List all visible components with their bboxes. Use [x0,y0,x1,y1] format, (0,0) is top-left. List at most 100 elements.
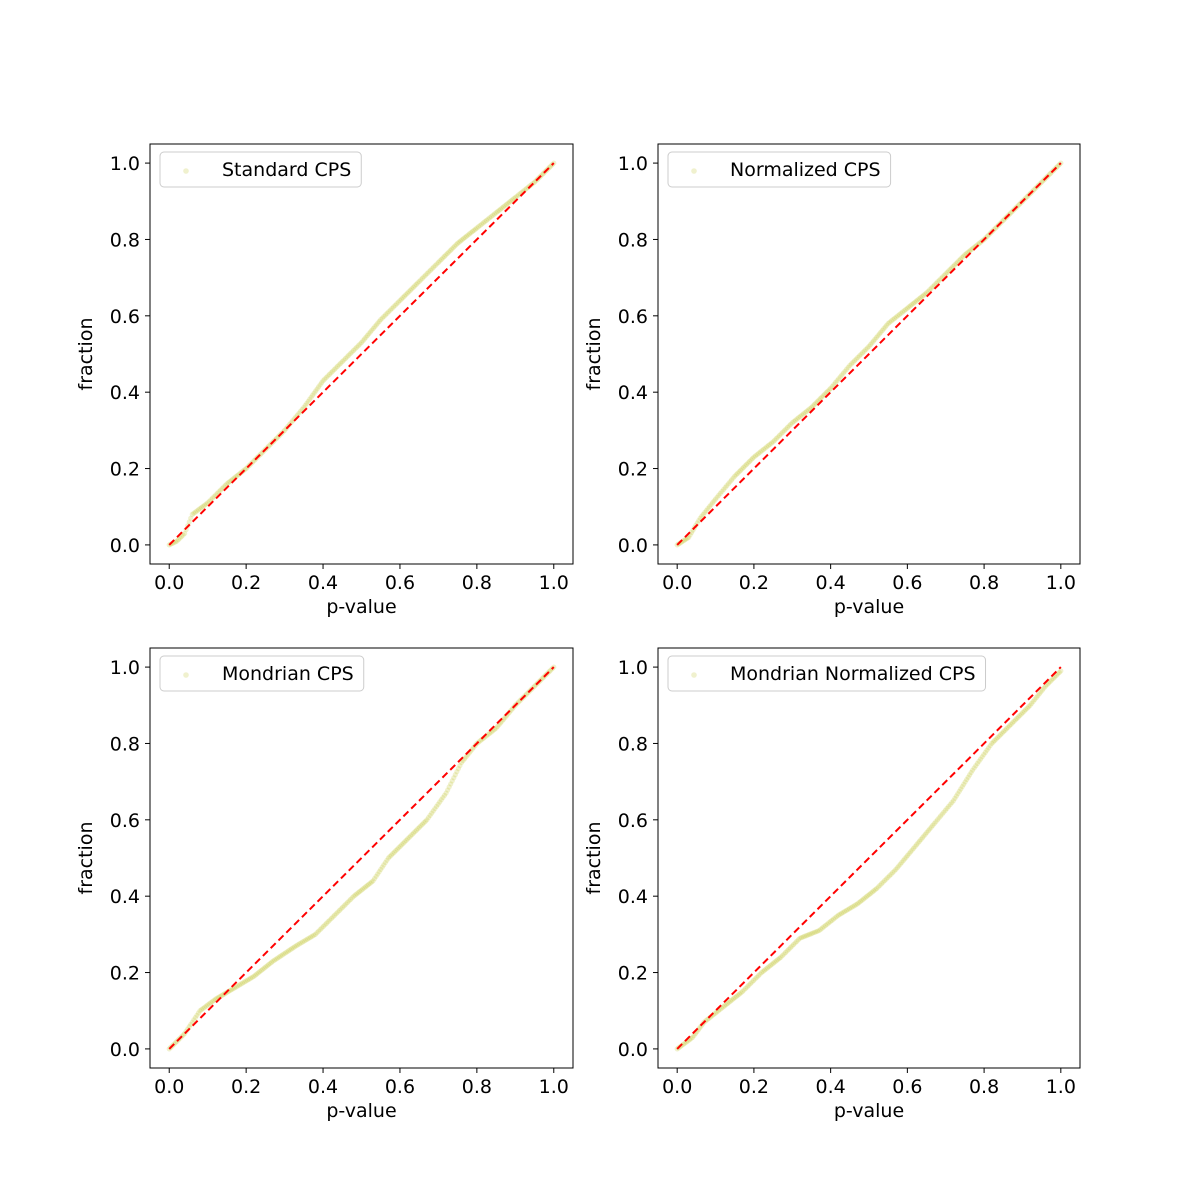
data-point [824,921,830,927]
data-point [860,350,866,356]
data-point [950,798,957,804]
data-point [284,949,290,955]
data-point [697,1025,703,1031]
data-point [515,192,522,198]
data-point [432,806,438,812]
data-point [1012,717,1018,723]
data-point [456,239,462,245]
data-point [402,839,408,845]
data-point [976,758,982,764]
data-point [434,261,440,267]
data-point [496,207,502,213]
data-point [452,772,458,778]
y-tick-label: 0.2 [618,963,648,985]
data-point [898,310,904,316]
data-point [355,343,361,349]
data-point [406,289,412,295]
data-point [869,340,875,346]
data-point [369,327,375,333]
data-point [855,354,861,361]
y-tick-label: 0.6 [110,306,140,328]
data-point [203,1003,209,1009]
data-point [758,969,765,976]
data-point [461,756,468,762]
subplot-2: 0.0 0.2 0.4 0.6 0.8 1.0 0.0 0.2 0.4 0.6 0.8 1.0 p-va… [583,143,1081,618]
data-point [790,941,797,948]
data-point [933,819,939,825]
data-point [326,371,333,377]
data-point [407,287,413,293]
data-point [366,881,372,888]
data-point [843,907,849,914]
data-point [861,348,867,354]
data-point [872,336,878,342]
data-point [341,357,347,363]
data-point [1008,721,1014,727]
data-point [298,940,304,946]
data-point [432,262,438,269]
data-point [730,475,736,481]
data-point [189,511,195,517]
data-point [959,784,965,790]
data-point [390,850,396,857]
data-point [363,884,369,890]
data-point [1038,689,1044,695]
data-point [209,998,215,1005]
data-point [739,989,746,995]
data-point [459,237,465,243]
data-point [696,517,702,524]
data-point [279,952,285,958]
data-point [800,411,807,417]
data-point [705,506,711,512]
data-point [694,520,700,526]
data-point [278,953,284,959]
data-point [798,934,805,941]
data-point [680,1041,686,1047]
data-point [410,284,416,290]
data-point [968,247,974,253]
data-point [863,894,869,900]
data-point [805,932,811,938]
data-point [191,1017,197,1023]
data-point [336,362,342,368]
data-point [319,925,325,931]
data-point [742,463,748,469]
data-point [845,906,851,913]
data-point [739,466,745,472]
data-point [349,349,355,355]
data-point [893,314,899,320]
data-point [840,909,846,916]
data-point [230,986,236,992]
data-point [736,469,742,475]
data-point [969,767,976,773]
reference-line [676,666,1062,1050]
data-point [440,794,446,801]
data-point [479,221,485,227]
data-point [733,993,740,999]
data-point [760,446,767,453]
data-point [853,902,859,908]
data-point [906,850,912,857]
data-point [491,211,498,217]
data-point [364,332,371,339]
data-point [287,947,293,953]
legend-box [667,655,987,692]
data-point [234,472,240,479]
data-point [745,460,751,466]
data-point [786,946,792,952]
data-point [514,193,520,199]
data-point [375,871,381,877]
data-point [794,938,800,944]
data-point [409,831,415,838]
data-point [717,490,723,496]
data-point [1039,687,1045,693]
data-point [354,891,360,897]
data-point [351,893,357,899]
data-point [1058,668,1064,674]
data-point [339,904,346,910]
data-point [993,736,999,742]
legend: Normalized CPS [667,151,892,188]
data-point [822,922,829,929]
data-point [714,1009,720,1015]
data-point [422,272,429,278]
